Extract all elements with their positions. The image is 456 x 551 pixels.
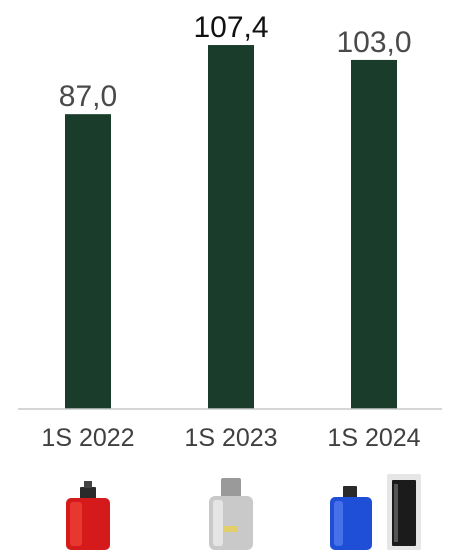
red-perfume-bottle-icon [66,481,110,550]
bar-1s-2023 [208,45,254,410]
x-tick-labels-layer: 1S 2022 1S 2023 1S 2024 [41,424,420,452]
x-tick-label-1s-2023: 1S 2023 [184,424,277,452]
bar-1s-2024 [351,59,397,409]
value-labels-layer: 87,0 107,4 103,0 [59,11,412,113]
blue-and-black-perfume-bottles-icon [330,474,421,550]
silver-perfume-bottle-icon [209,478,253,550]
data-label-1s-2024: 103,0 [336,26,411,59]
data-label-1s-2023: 107,4 [193,11,268,44]
x-tick-label-1s-2024: 1S 2024 [327,424,420,452]
x-tick-label-1s-2022: 1S 2022 [41,424,134,452]
data-label-1s-2022: 87,0 [59,80,117,113]
bars-layer [65,45,397,410]
bar-1s-2022 [65,114,111,410]
product-images-layer [66,474,421,550]
